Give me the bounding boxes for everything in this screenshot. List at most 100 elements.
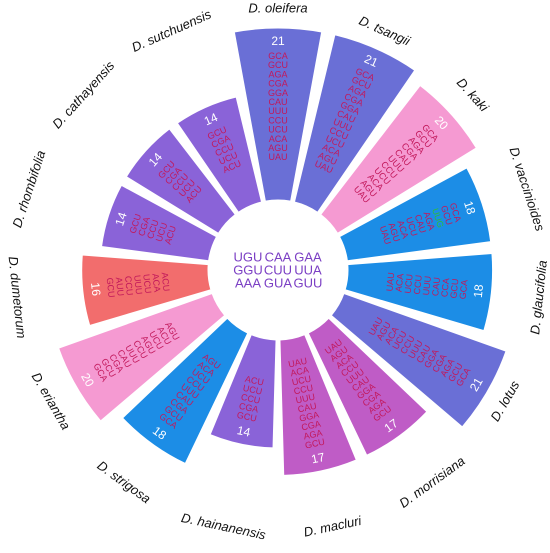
sector-count-label: 18 <box>461 199 479 216</box>
center-codon: GUA <box>264 276 293 291</box>
codon-label: GCU <box>236 410 258 424</box>
codon-label: UAU <box>384 272 396 292</box>
codon-label: AGA <box>303 428 324 442</box>
codon-label: AGU <box>268 143 288 153</box>
codon-label: UCU <box>242 383 263 397</box>
sector-count-label: 16 <box>88 282 103 297</box>
codon-label: UUU <box>295 392 316 406</box>
sectors-layer: 21GCAGCUAGACGAGGACAUUUUCCUUCUACAAGUUAU21… <box>58 27 507 476</box>
center-codon: CUU <box>264 263 292 278</box>
codon-label: CCU <box>412 274 424 294</box>
codon-label: UAU <box>287 356 308 370</box>
sector-count-label: 14 <box>236 423 252 440</box>
sector-wedge <box>122 317 249 465</box>
sector-wedge <box>339 167 492 262</box>
species-label: D. glaucifolia <box>527 260 550 336</box>
species-label: D. oleifera <box>248 1 307 16</box>
codon-label: UUU <box>421 275 433 295</box>
species-label: D. dumetorum <box>6 256 30 340</box>
sector-count-label: 14 <box>202 110 220 128</box>
sector-wedge <box>320 85 477 234</box>
codon-label: CAU <box>268 97 287 107</box>
center-codon: GUU <box>294 276 323 291</box>
codon-label: CCU <box>293 383 314 397</box>
sector-count-label: 14 <box>112 210 130 227</box>
sector-wedge <box>58 292 226 422</box>
codon-label: GCA <box>458 279 470 299</box>
sector-wedge <box>279 334 357 476</box>
species-label: D. eriantha <box>29 370 74 433</box>
species-label: D. strigosa <box>94 458 153 507</box>
codon-label: AUU <box>114 277 126 297</box>
codon-label: CCU <box>123 275 135 295</box>
sector-wedge <box>125 128 236 234</box>
codon-label: CGA <box>300 419 321 433</box>
sector-wedge <box>307 317 428 456</box>
sector-wedge <box>233 27 323 202</box>
species-label: D. kaki <box>454 75 492 115</box>
codon-label: ACA <box>289 365 309 379</box>
sector-wedge <box>101 184 217 262</box>
center-codon: UUA <box>294 263 322 278</box>
codon-label: UCU <box>141 274 153 294</box>
species-label: D. hainanensis <box>180 510 268 543</box>
codon-label: CCA <box>439 278 451 298</box>
center-codon: UGU <box>234 250 263 265</box>
species-label: D. tsangii <box>357 13 414 49</box>
codon-label: ACU <box>244 374 265 388</box>
codon-label: CCU <box>268 115 288 125</box>
sector-wedge <box>209 334 277 449</box>
codon-label: AGA <box>268 69 287 79</box>
codon-label: GGA <box>268 88 288 98</box>
sector-count-label: 17 <box>310 450 326 467</box>
species-label: D. vaccinioides <box>507 145 548 233</box>
codon-label: ACA <box>394 273 406 292</box>
sector-wedge <box>81 254 212 326</box>
sector-count-label: 20 <box>78 371 97 390</box>
species-label: D. cathayensis <box>49 58 118 132</box>
codon-label: GCU <box>268 60 288 70</box>
codon-label: CGA <box>238 401 259 415</box>
sector-wedge <box>176 96 263 213</box>
codon-label: GCU <box>448 278 460 299</box>
codon-label: CCU <box>240 392 261 406</box>
sector-wedge <box>330 292 507 428</box>
codon-label: UCU <box>268 125 288 135</box>
sector-count-label: 21 <box>362 52 380 70</box>
species-label: D. lotus <box>487 378 522 424</box>
center-codon: CAA <box>265 250 292 265</box>
species-label: D. morrisiana <box>396 453 467 511</box>
codon-label: UCU <box>403 274 415 294</box>
species-label: D. sutchuensis <box>129 6 213 55</box>
center-codon: GGU <box>233 263 263 278</box>
sector-count-label: 21 <box>467 375 486 394</box>
codon-label: UUU <box>268 106 288 116</box>
sector-wedge <box>293 34 416 213</box>
codon-label: ACA <box>150 273 162 292</box>
sector-count-label: 18 <box>471 283 486 298</box>
codon-label: UCU <box>291 374 312 388</box>
species-label: D. macluri <box>302 513 363 540</box>
codon-label: GGA <box>298 410 320 424</box>
sector-wedge <box>344 253 494 332</box>
center-codon: GAA <box>294 250 322 265</box>
codon-label: CGA <box>268 79 288 89</box>
codon-label: GCA <box>268 51 288 61</box>
center-codon: AAA <box>235 276 261 291</box>
center-codon-block: UGU CAA GAA GGU CUU UUA AAA GUA GUU <box>233 250 322 291</box>
codon-label: GCU <box>105 277 117 298</box>
codon-label: ACU <box>160 272 172 292</box>
